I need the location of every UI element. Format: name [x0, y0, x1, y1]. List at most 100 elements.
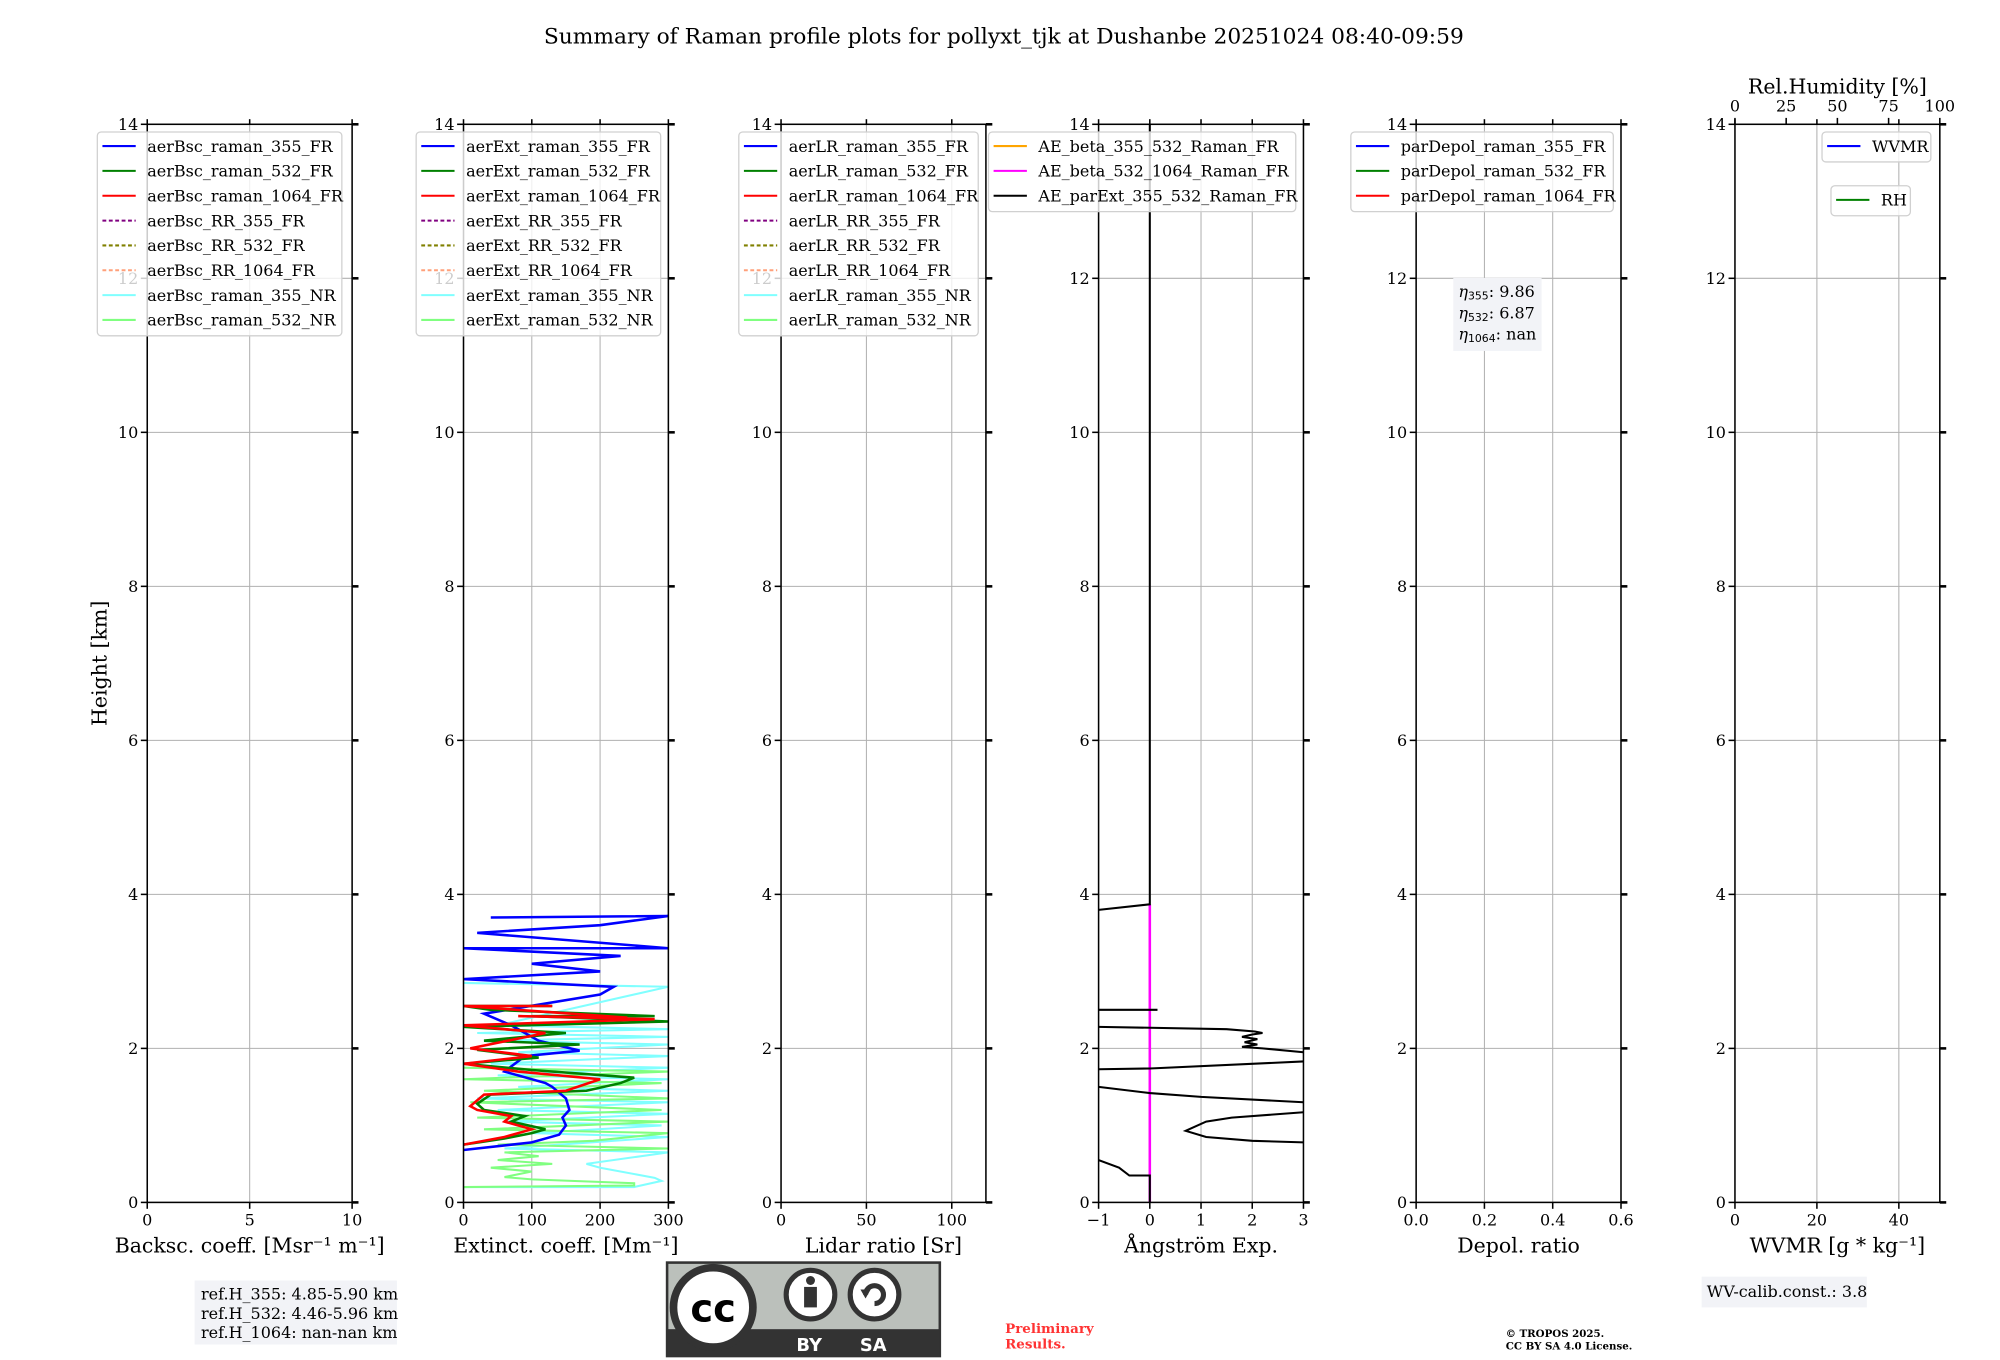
x-tick-label: 0.4: [1540, 1210, 1565, 1229]
y-tick-label: 12: [1706, 269, 1726, 288]
legend: aerBsc_raman_355_FR aerBsc_raman_532_FRae…: [96, 131, 344, 337]
sa-label: SA: [860, 1335, 887, 1356]
legend-label: aerLR_RR_1064_FR: [789, 261, 951, 280]
x-tick-label: 0: [1730, 1210, 1740, 1229]
series-AE_parExt_355_532_Raman_FR: [1098, 1159, 1151, 1203]
x-tick-label: 0: [458, 1210, 468, 1229]
legend: aerExt_raman_355_FR aerExt_raman_532_FRae…: [415, 131, 662, 337]
x-tick-label: 10: [342, 1210, 362, 1229]
eta-532: η532: 6.87: [1458, 303, 1534, 324]
legend-label: aerBsc_raman_532_NR: [147, 311, 336, 330]
by-label: BY: [796, 1335, 823, 1356]
legend-label: AE_parExt_355_532_Raman_FR: [1037, 187, 1298, 206]
x-tick-label: 0.6: [1608, 1210, 1633, 1229]
x-tick-label: 20: [1807, 1210, 1827, 1229]
series-aerExt_raman_1064_FR: [463, 1004, 655, 1146]
y-tick-label: 2: [1079, 1039, 1089, 1058]
x-tick-label: 2: [1247, 1210, 1257, 1229]
axes-frame: [780, 123, 987, 1204]
y-tick-label: 0: [1079, 1193, 1089, 1212]
series-AE_parExt_355_532_Raman_FR: [1098, 1025, 1304, 1054]
series-AE_parExt_355_532_Raman_FR: [1182, 1111, 1304, 1144]
legend-label: aerExt_raman_355_NR: [466, 286, 654, 305]
legend-label: aerLR_raman_532_FR: [789, 162, 969, 181]
legend-label: WVMR: [1872, 137, 1929, 156]
y-tick-label: 2: [762, 1039, 772, 1058]
legend-label: AE_beta_532_1064_Raman_FR: [1037, 162, 1289, 181]
y-tick-label: 6: [128, 731, 138, 750]
y-tick-label: 0: [1716, 1193, 1726, 1212]
x-axis-label: Lidar ratio [Sr]: [805, 1233, 962, 1257]
ref-height-532: ref.H_532: 4.46-5.96 km: [201, 1304, 398, 1323]
series-AE_parExt_355_532_Raman_FR: [1098, 1060, 1304, 1071]
legend: parDepol_raman_355_FR parDepol_raman_532_…: [1350, 131, 1617, 213]
legend-label: aerExt_RR_532_FR: [466, 236, 623, 255]
x-tick-label: 200: [585, 1210, 616, 1229]
y-tick-label: 4: [1716, 885, 1726, 904]
rh-tick-label: 100: [1925, 96, 1956, 115]
copyright-line-2: CC BY SA 4.0 License.: [1506, 1341, 1633, 1353]
y-tick-label: 10: [118, 423, 138, 442]
x-tick-label: 3: [1298, 1210, 1308, 1229]
copyright-line-1: © TROPOS 2025.: [1506, 1328, 1604, 1340]
x-tick-label: 0: [776, 1210, 786, 1229]
y-tick-label: 2: [128, 1039, 138, 1058]
y-tick-label: 8: [1397, 577, 1407, 596]
y-tick-label: 10: [434, 423, 454, 442]
legend-label: AE_beta_355_532_Raman_FR: [1037, 137, 1279, 156]
y-axis-label: Height [km]: [87, 601, 111, 726]
wv-calibration-box: WV-calib.const.: 3.8: [1701, 1276, 1868, 1308]
x-tick-label: 100: [517, 1210, 548, 1229]
share-alike-icon: [847, 1267, 902, 1322]
axes-frame: [146, 123, 353, 1204]
cc-by-sa-logo: cc BY SA: [665, 1261, 942, 1358]
y-tick-label: 10: [752, 423, 772, 442]
legend-label: aerBsc_RR_532_FR: [147, 236, 305, 255]
panel-3: 02468101214050100Lidar ratio [Sr]aerLR_r…: [738, 115, 993, 1257]
legend-label: aerBsc_raman_1064_FR: [147, 187, 344, 206]
legend-label: aerBsc_raman_355_FR: [147, 137, 333, 156]
y-tick-label: 2: [1716, 1039, 1726, 1058]
x-axis-label: WVMR [g * kg⁻¹]: [1750, 1233, 1926, 1257]
legend-label: RH: [1881, 191, 1907, 210]
legend-label: aerLR_raman_355_FR: [789, 137, 969, 156]
y-tick-label: 8: [128, 577, 138, 596]
y-tick-label: 0: [444, 1193, 454, 1212]
cc-icon: cc: [690, 1286, 736, 1331]
x-tick-label: 300: [653, 1210, 684, 1229]
y-tick-label: 4: [444, 885, 454, 904]
y-tick-label: 14: [118, 115, 138, 134]
legend-label: aerLR_RR_532_FR: [789, 236, 941, 255]
legend-label: aerLR_raman_355_NR: [789, 286, 972, 305]
y-tick-label: 14: [1706, 115, 1726, 134]
y-tick-label: 2: [444, 1039, 454, 1058]
panel-2: 024681012140100200300Extinct. coeff. [Mm…: [415, 115, 684, 1257]
figure-title: Summary of Raman profile plots for polly…: [544, 25, 1464, 50]
y-tick-label: 6: [1716, 731, 1726, 750]
rh-tick-label: 25: [1776, 96, 1796, 115]
eta-1064: η1064: nan: [1458, 324, 1536, 345]
rh-tick-label: 50: [1827, 96, 1847, 115]
rh-tick-label: 0: [1730, 96, 1740, 115]
x-tick-label: 100: [936, 1210, 967, 1229]
y-tick-label: 0: [1397, 1193, 1407, 1212]
y-tick-label: 10: [1706, 423, 1726, 442]
legend-label: parDepol_raman_355_FR: [1401, 137, 1607, 156]
legend-label: aerExt_RR_1064_FR: [466, 261, 633, 280]
legend: WVMR: [1821, 131, 1932, 163]
wv-calibration-constant: WV-calib.const.: 3.8: [1707, 1282, 1868, 1301]
legend-label: aerLR_RR_355_FR: [789, 211, 941, 230]
preliminary-note-2: Results.: [1005, 1336, 1066, 1352]
x-tick-label: 0: [1145, 1210, 1155, 1229]
panel-5: 0 2 4 6 8 10 12 14 0.0 0.2 0.4 0.6 Depol. ratio parDe…: [1350, 115, 1634, 1257]
y-tick-label: 12: [1069, 269, 1089, 288]
legend-label: aerExt_RR_355_FR: [466, 211, 623, 230]
y-tick-label: 4: [128, 885, 138, 904]
reference-heights-box: ref.H_355: 4.85-5.90 km ref.H_532: 4.46-…: [194, 1280, 398, 1345]
legend-label: aerBsc_raman_532_FR: [147, 162, 333, 181]
ref-height-1064: ref.H_1064: nan-nan km: [201, 1323, 397, 1342]
